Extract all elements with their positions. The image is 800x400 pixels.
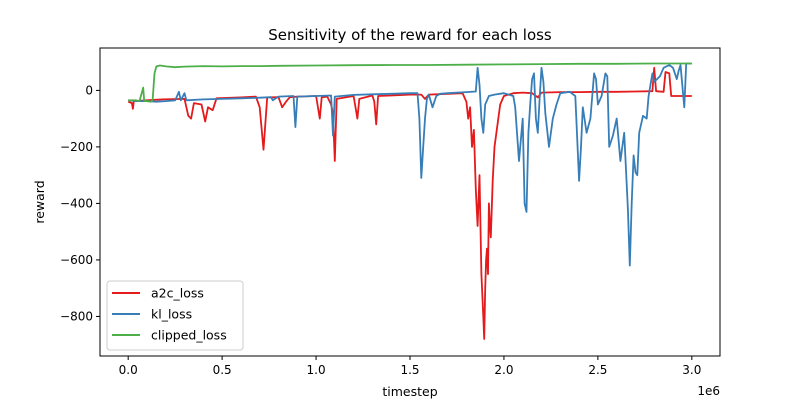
x-tick-label: 0.5 [213, 363, 232, 377]
y-tick-label: −800 [60, 309, 93, 323]
x-tick-label: 1.0 [307, 363, 326, 377]
x-axis: 0.0 0.5 1.0 1.5 2.0 2.5 3.0 [119, 356, 701, 377]
series-line-kl_loss [128, 62, 692, 267]
y-tick-label: −200 [60, 140, 93, 154]
y-tick-label: −400 [60, 196, 93, 210]
legend: a2c_loss kl_loss clipped_loss [106, 280, 244, 351]
legend-label-a2c_loss: a2c_loss [151, 286, 204, 301]
x-tick-label: 0.0 [119, 363, 138, 377]
legend-label-kl_loss: kl_loss [151, 307, 192, 322]
y-axis-label: reward [32, 180, 47, 223]
legend-label-clipped_loss: clipped_loss [151, 328, 227, 343]
x-tick-label: 1.5 [400, 363, 419, 377]
y-tick-label: −600 [60, 253, 93, 267]
x-tick-label: 3.0 [682, 363, 701, 377]
legend-box [106, 280, 244, 351]
x-axis-offset-label: 1e6 [697, 384, 720, 398]
series-layer [127, 62, 692, 340]
chart-title: Sensitivity of the reward for each loss [268, 26, 552, 44]
series-line-clipped_loss [128, 62, 692, 103]
x-tick-label: 2.5 [588, 363, 607, 377]
y-tick-label: 0 [85, 83, 93, 97]
y-axis: 0 −200 −400 −600 −800 [60, 83, 100, 323]
x-axis-label: timestep [382, 384, 437, 399]
x-tick-label: 2.0 [494, 363, 513, 377]
